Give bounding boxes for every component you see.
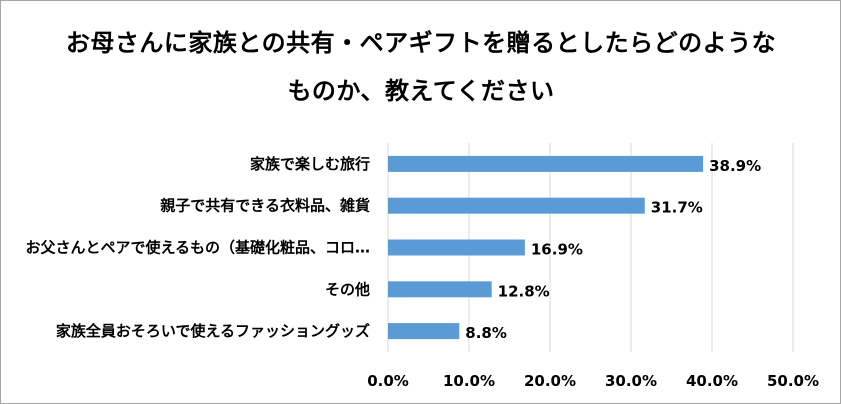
category-label: 家族で楽しむ旅行: [250, 155, 370, 173]
labels: 0.0% 10.0% 20.0% 30.0% 40.0% 50.0% 家族で楽しむ旅行 38.…: [25, 155, 819, 390]
chart-title: お母さんに家族との共有・ペアギフトを贈るとしたらどのようなものか、教えてください: [65, 29, 777, 105]
value-label: 38.9%: [709, 157, 761, 175]
value-label: 31.7%: [651, 199, 703, 217]
value-label: 12.8%: [498, 282, 550, 300]
bar: [388, 323, 460, 340]
x-tick-label: 10.0%: [443, 372, 495, 390]
x-tick-label: 40.0%: [686, 372, 738, 390]
category-label: その他: [325, 280, 370, 298]
category-label: お父さんとペアで使えるもの（基礎化粧品、コロ…: [25, 239, 370, 257]
bar: [388, 155, 704, 172]
value-label: 16.9%: [531, 241, 583, 259]
x-tick-label: 50.0%: [767, 372, 819, 390]
x-tick-label: 30.0%: [605, 372, 657, 390]
category-label: 親子で共有できる衣料品、雑貨: [160, 197, 370, 215]
value-label: 8.8%: [465, 324, 507, 342]
bar: [388, 281, 492, 298]
x-tick-label: 20.0%: [524, 372, 576, 390]
bar: [388, 197, 645, 214]
category-label: 家族全員おそろいで使えるファッショングッズ: [56, 322, 370, 340]
bars: [388, 155, 704, 340]
x-tick-label: 0.0%: [367, 372, 409, 390]
bar: [388, 239, 525, 256]
